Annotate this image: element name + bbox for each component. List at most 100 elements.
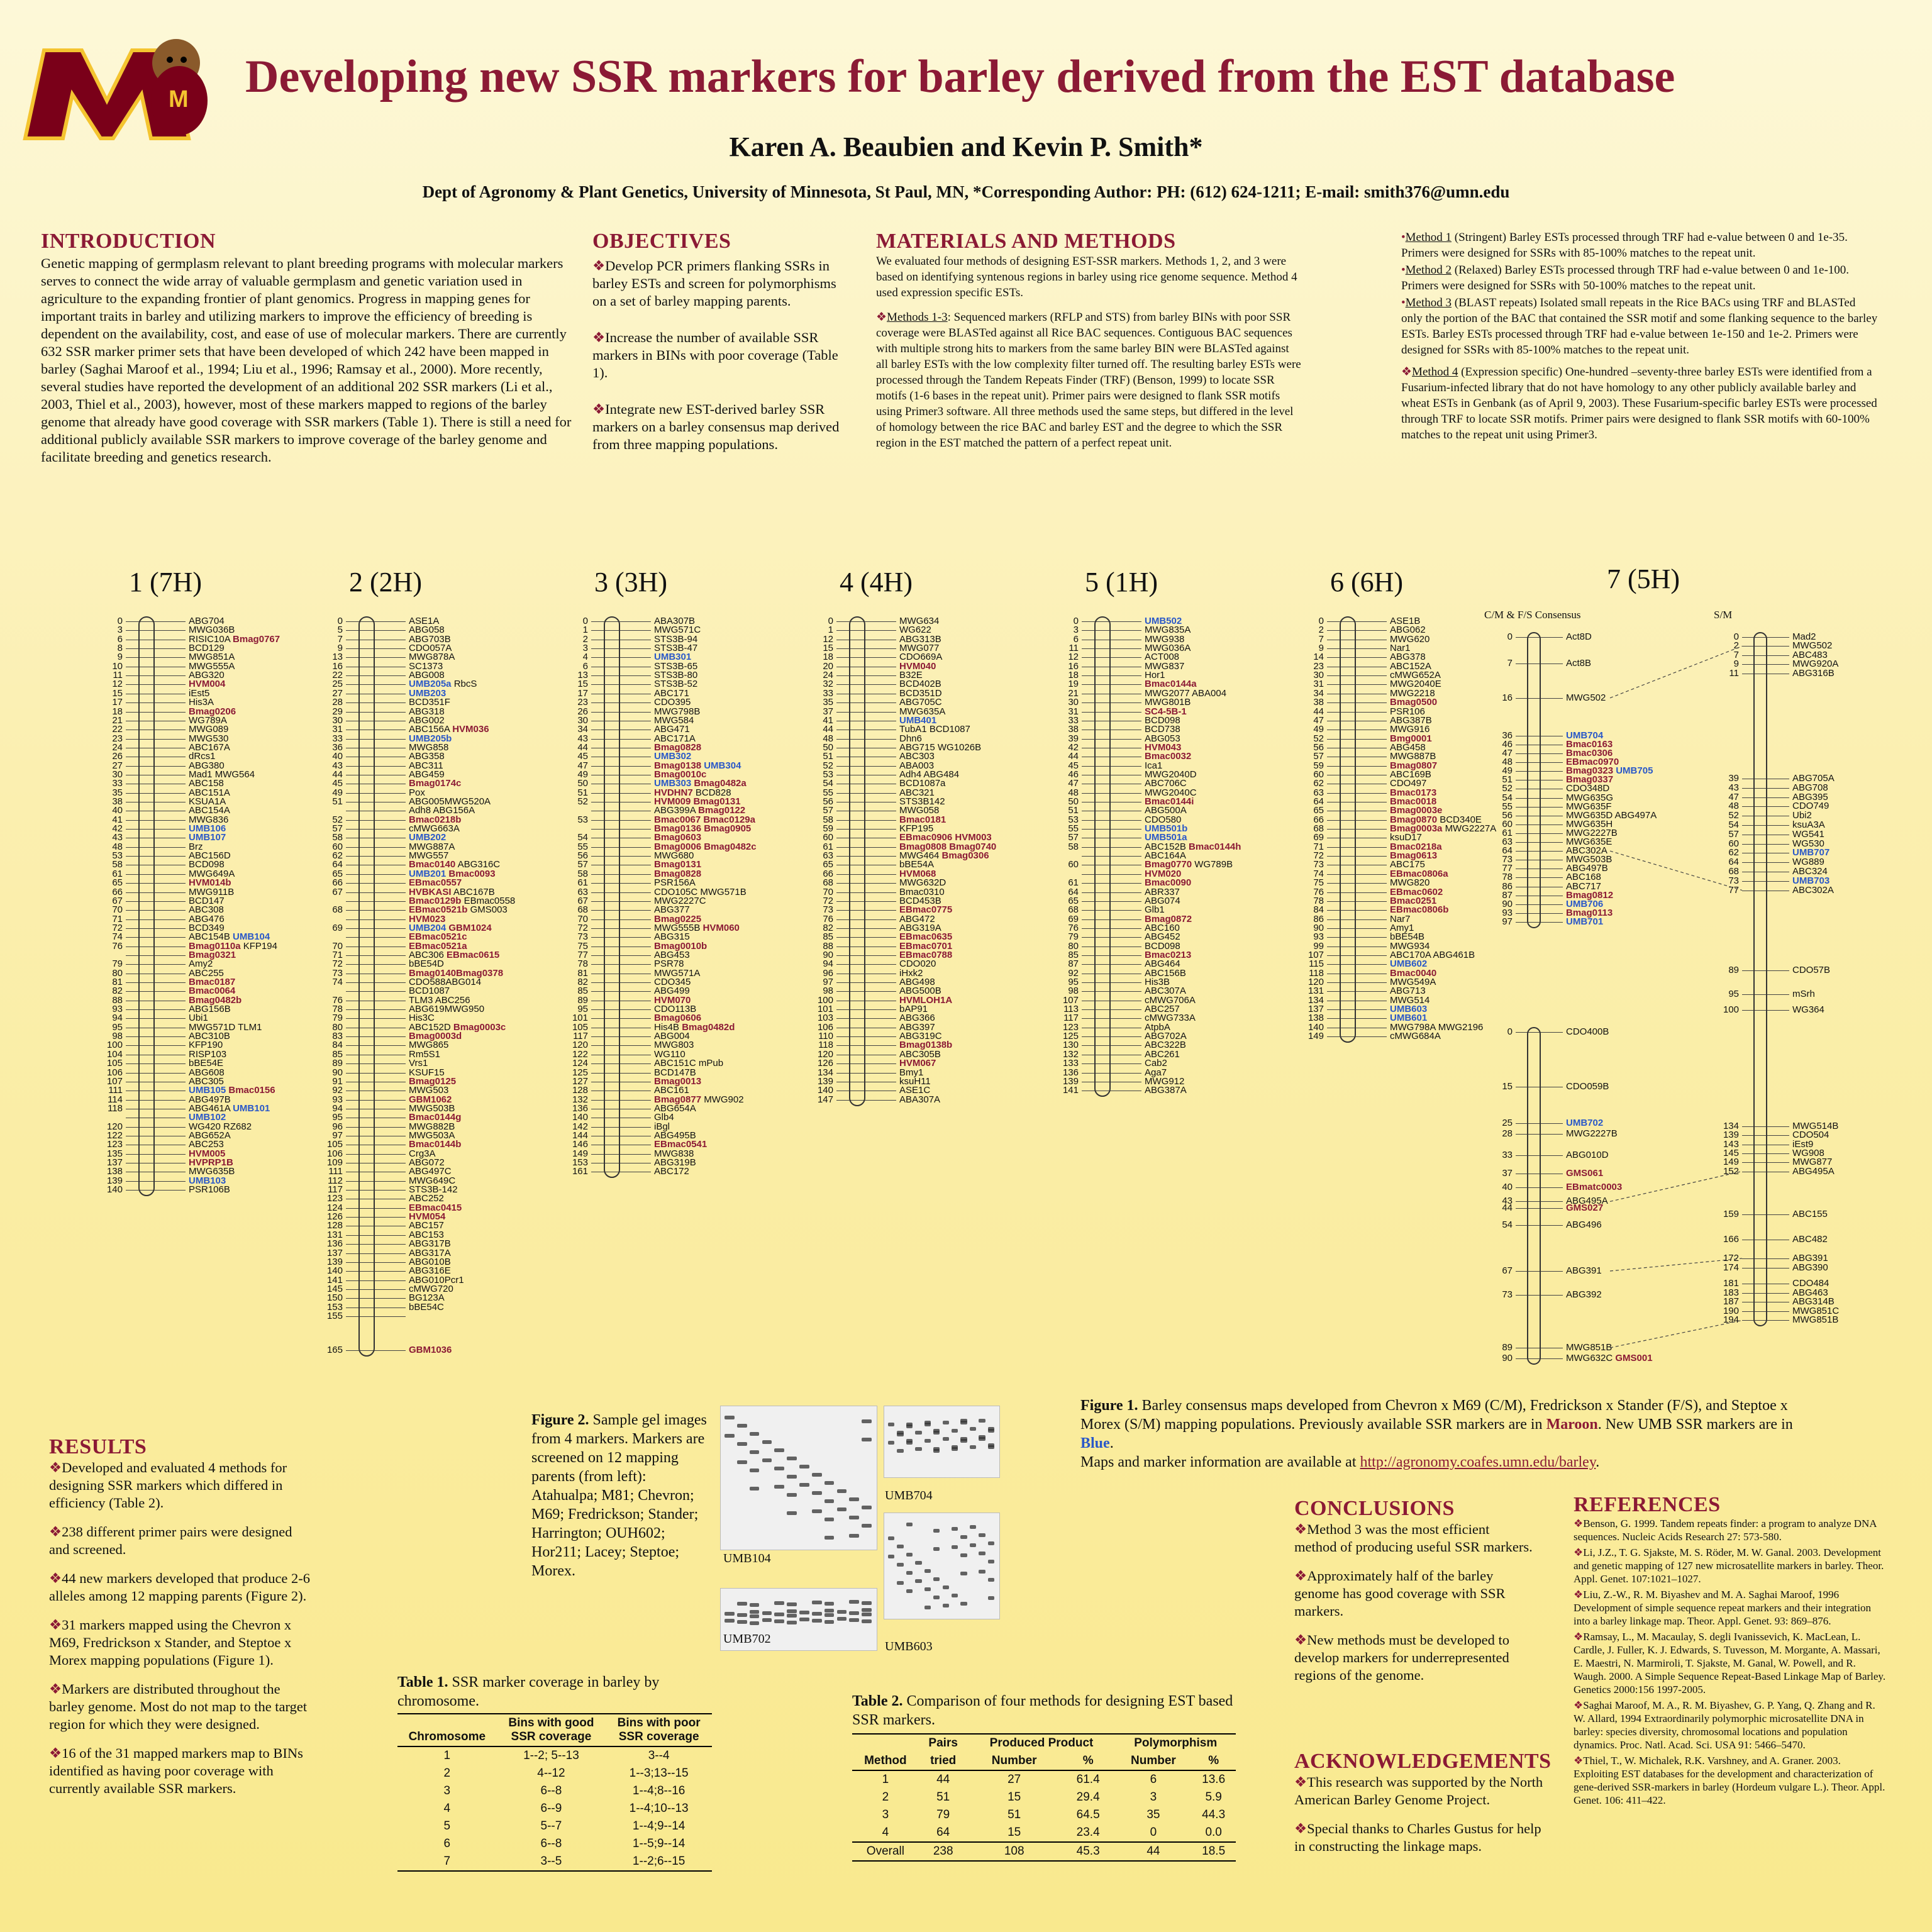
marker-position: 33	[112, 778, 123, 789]
maps-link[interactable]: http://agronomy.coafes.umn.edu/barley	[1360, 1454, 1596, 1470]
marker-name: Bmag0812	[1566, 889, 1614, 901]
objective-item: Integrate new EST-derived barley SSR mar…	[592, 401, 844, 453]
marker-position: 82	[577, 977, 588, 987]
methods-section: MATERIALS AND METHODS We evaluated four …	[876, 230, 1304, 451]
marker-name: cMWG733A	[1145, 1013, 1196, 1024]
marker-name: ABG380	[189, 760, 225, 771]
marker-position: 51	[577, 787, 588, 798]
marker-position: 0	[1733, 631, 1739, 642]
marker-position: 138	[1307, 1013, 1324, 1024]
marker-name: Act8D	[1566, 631, 1592, 642]
marker-position: 144	[572, 1130, 588, 1141]
marker-name: ABA003	[899, 760, 935, 771]
marker-name: SC4-5B-1	[1145, 706, 1187, 717]
marker-name: Crg3A	[409, 1148, 436, 1159]
marker-position: 44	[1313, 706, 1324, 717]
marker-name: BCD351F	[409, 697, 450, 708]
marker-name: ABG500A	[1145, 805, 1187, 816]
marker-name: bBE54A	[899, 859, 935, 870]
marker-position: 153	[326, 1301, 343, 1313]
marker-position: 33	[1068, 714, 1079, 726]
marker-name: His3B	[1145, 977, 1170, 987]
table2: Table 2. Comparison of four methods for …	[852, 1692, 1242, 1862]
references-heading: REFERENCES	[1574, 1493, 1721, 1516]
marker-position: 53	[823, 769, 833, 780]
marker-position: 57	[1313, 751, 1324, 762]
marker-position: 0	[337, 616, 343, 626]
table-row: 4 64 15 23.4 0 0.0	[882, 1826, 1222, 1839]
marker-name: CDO348D	[1566, 783, 1610, 794]
marker-position: 68	[1068, 904, 1079, 916]
result-item: 238 different primer pairs were designed…	[49, 1523, 313, 1558]
marker-position: 4	[582, 652, 588, 663]
marker-name: Adh8 ABG156A	[409, 805, 475, 816]
marker-name: GBM1036	[409, 1345, 452, 1356]
gel-image	[720, 1588, 877, 1651]
marker-position: 34	[1313, 687, 1324, 699]
marker-name: ABG472	[899, 913, 935, 924]
marker-name: ABC155	[1792, 1209, 1828, 1219]
marker-position: 80	[112, 967, 123, 979]
marker-name: ABG062	[1390, 625, 1426, 636]
marker-position: 112	[328, 1175, 343, 1186]
marker-position: 77	[1728, 884, 1739, 896]
marker-position: 55	[1502, 801, 1513, 812]
marker-name: KFP190	[189, 1040, 223, 1051]
marker-position: 23	[112, 733, 123, 744]
marker-name: EBmac0635	[899, 931, 953, 943]
marker-position: 98	[823, 985, 833, 997]
marker-name: UMB603	[1390, 1004, 1428, 1015]
marker-position: 43	[112, 832, 123, 843]
gel-label: UMB104	[723, 1552, 771, 1565]
marker-name: HVM004	[189, 679, 226, 690]
marker-position: 52	[1313, 733, 1324, 744]
marker-name: PSR78	[654, 958, 684, 970]
marker-position: 137	[326, 1247, 343, 1258]
marker-position: 48	[1728, 801, 1739, 812]
marker-position: 0	[1507, 1026, 1513, 1037]
marker-name: MWG851C	[1792, 1305, 1840, 1316]
marker-position: 0	[117, 616, 123, 626]
marker-position: 95	[112, 1021, 123, 1033]
result-item: 31 markers mapped using the Chevron x M6…	[49, 1616, 313, 1669]
marker-name: MWG836	[189, 814, 229, 825]
table2-caption: Table 2. Comparison of four methods for …	[852, 1693, 1233, 1728]
marker-name: ABG358	[409, 751, 445, 762]
marker-position: 107	[1307, 949, 1324, 960]
marker-position: 95	[1068, 977, 1079, 987]
marker-position: 62	[1728, 847, 1739, 858]
marker-name: ABG654A	[654, 1102, 696, 1114]
marker-name: ABG074	[1145, 895, 1180, 906]
marker-name: Bmag0828	[654, 868, 702, 879]
marker-name: ABG387A	[1145, 1085, 1187, 1096]
marker-name: CDO484	[1792, 1278, 1829, 1289]
marker-name: iHxk2	[899, 967, 923, 979]
marker-position: 90	[332, 1067, 343, 1078]
conclusion-item: Approximately half of the barley genome …	[1294, 1567, 1533, 1620]
marker-position: 2	[1318, 625, 1324, 636]
marker-name: UMB707	[1792, 847, 1830, 858]
marker-name: EBmac0521c	[409, 931, 467, 943]
marker-position: 65	[112, 877, 123, 889]
marker-position: 140	[106, 1184, 123, 1196]
marker-position: 33	[823, 687, 833, 699]
marker-name: EBmac0906 HVM003	[899, 832, 992, 843]
table-row: 4 6--9 1--4;10--13	[443, 1802, 689, 1815]
marker-position: 14	[1313, 652, 1324, 663]
marker-name: MWG503A	[409, 1130, 455, 1141]
introduction-heading: INTRODUCTION	[41, 230, 216, 253]
marker-position: 44	[1068, 751, 1079, 762]
marker-position: 2	[582, 633, 588, 645]
consensus-label: C/M & F/S Consensus	[1484, 609, 1581, 621]
marker-name: MWG555A	[189, 660, 235, 672]
marker-name: ABG002	[409, 714, 445, 726]
marker-position: 72	[823, 895, 833, 906]
marker-name: BCD453B	[899, 895, 941, 906]
marker-name: STS3B-80	[654, 670, 698, 681]
marker-name: ABC483	[1792, 649, 1828, 660]
marker-position: 106	[817, 1021, 833, 1033]
marker-name: Bmag0138b	[899, 1040, 953, 1051]
marker-position: 26	[577, 706, 588, 717]
marker-position: 142	[572, 1121, 588, 1132]
marker-position: 64	[1313, 796, 1324, 807]
